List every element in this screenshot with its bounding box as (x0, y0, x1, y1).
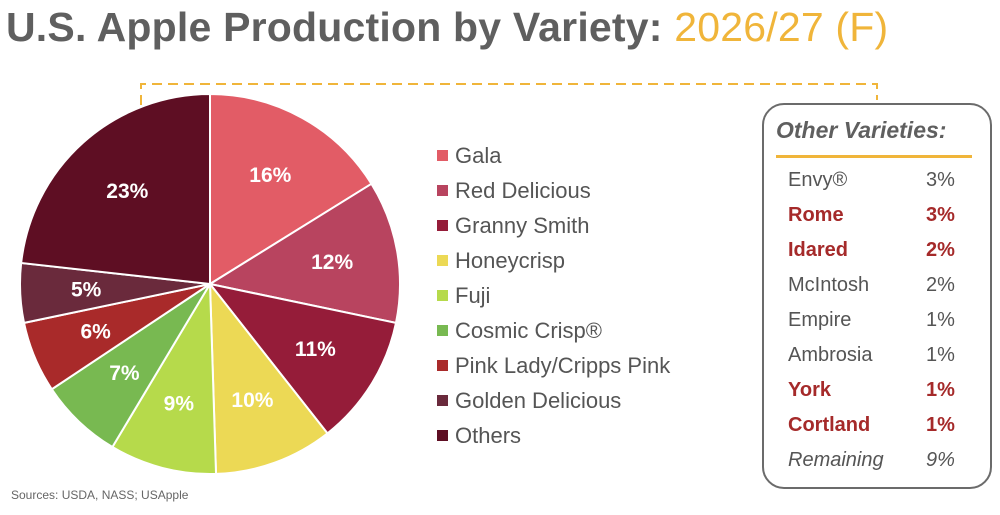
other-variety-name: Envy® (788, 169, 848, 191)
legend-swatch (437, 360, 448, 371)
pie-slice-4 (208, 280, 329, 475)
legend-item-4: Honeycrisp (437, 243, 670, 278)
other-varieties-list: Envy® 3% Rome 3% Idared 2% McIntosh 2% Empire 1% A… (788, 163, 968, 478)
other-variety-pct: 9% (926, 449, 955, 471)
other-variety-pct: 1% (926, 379, 955, 401)
other-variety-name: Idared (788, 239, 849, 261)
other-variety-name: York (788, 379, 831, 401)
legend-swatch (437, 290, 448, 301)
other-variety-name: McIntosh (788, 274, 870, 296)
other-variety-pct: 1% (926, 414, 955, 436)
legend-item-8: Golden Delicious (437, 383, 670, 418)
other-variety-pct: 2% (926, 239, 955, 261)
pie-slice-label-2: 12% (311, 251, 353, 274)
pie-slice-label-3: 11% (295, 338, 336, 361)
pie-chart: 16% 12% 11% 10% 9% 7% 6% 5% 23% (19, 92, 401, 475)
legend: Gala Red Delicious Granny Smith Honeycrisp F… (437, 138, 670, 453)
legend-label: Gala (455, 142, 502, 168)
legend-label: Red Delicious (455, 177, 591, 203)
legend-label: Golden Delicious (455, 387, 622, 413)
pie-slice-label-8: 5% (71, 278, 102, 301)
pie-slice-label-5: 9% (164, 393, 195, 416)
other-variety-row: York 1% (788, 373, 968, 408)
other-variety-name: Empire (788, 309, 852, 331)
other-variety-pct: 1% (926, 344, 955, 366)
legend-swatch (437, 185, 448, 196)
other-variety-row: Rome 3% (788, 198, 968, 233)
other-variety-pct: 1% (926, 309, 955, 331)
pie-slice-9 (20, 92, 211, 286)
chart-title: U.S. Apple Production by Variety: 2026/2… (6, 4, 888, 51)
legend-label: Fuji (455, 282, 491, 308)
other-variety-row: Ambrosia 1% (788, 338, 968, 373)
legend-item-1: Gala (437, 138, 670, 173)
legend-swatch (437, 150, 448, 161)
other-variety-pct: 2% (926, 274, 955, 296)
source-note: Sources: USDA, NASS; USApple (11, 488, 189, 502)
legend-item-3: Granny Smith (437, 208, 670, 243)
other-variety-pct: 3% (926, 169, 955, 191)
other-varieties-underline (776, 155, 972, 158)
other-variety-row: McIntosh 2% (788, 268, 968, 303)
pie-slice-label-9: 23% (106, 180, 148, 203)
legend-swatch (437, 325, 448, 336)
other-varieties-title: Other Varieties: (776, 117, 947, 143)
legend-label: Others (455, 422, 522, 448)
other-variety-row: Empire 1% (788, 303, 968, 338)
pie-slice-label-7: 6% (80, 320, 111, 343)
other-variety-name: Ambrosia (788, 344, 873, 366)
legend-swatch (437, 220, 448, 231)
other-variety-row: Remaining 9% (788, 443, 968, 478)
legend-label: Granny Smith (455, 212, 590, 238)
legend-swatch (437, 430, 448, 441)
other-variety-row: Cortland 1% (788, 408, 968, 443)
legend-item-5: Fuji (437, 278, 670, 313)
pie-slice-2 (207, 182, 401, 325)
legend-label: Honeycrisp (455, 247, 566, 273)
legend-item-2: Red Delicious (437, 173, 670, 208)
chart-title-main: U.S. Apple Production by Variety: (6, 4, 663, 50)
legend-swatch (437, 255, 448, 266)
legend-swatch (437, 395, 448, 406)
pie-slice-1 (209, 92, 373, 286)
pie-slice-3 (207, 282, 398, 435)
legend-item-9: Others (437, 418, 670, 453)
chart-title-year: 2026/27 (F) (674, 4, 889, 50)
legend-item-7: Pink Lady/Cripps Pink (437, 348, 670, 383)
other-variety-name: Rome (788, 204, 844, 226)
other-variety-row: Idared 2% (788, 233, 968, 268)
other-variety-pct: 3% (926, 204, 955, 226)
pie-slice-label-6: 7% (109, 362, 140, 385)
other-variety-name: Cortland (788, 414, 871, 436)
legend-label: Pink Lady/Cripps Pink (455, 352, 671, 378)
pie-slice-5 (111, 280, 218, 475)
other-varieties-panel: Other Varieties: Envy® 3% Rome 3% Idared 2% Mc… (762, 103, 992, 489)
pie-slice-label-1: 16% (249, 164, 291, 187)
legend-label: Cosmic Crisp® (455, 317, 602, 343)
other-variety-row: Envy® 3% (788, 163, 968, 198)
pie-slice-label-4: 10% (231, 389, 273, 412)
other-variety-name: Remaining (788, 449, 884, 471)
legend-item-6: Cosmic Crisp® (437, 313, 670, 348)
